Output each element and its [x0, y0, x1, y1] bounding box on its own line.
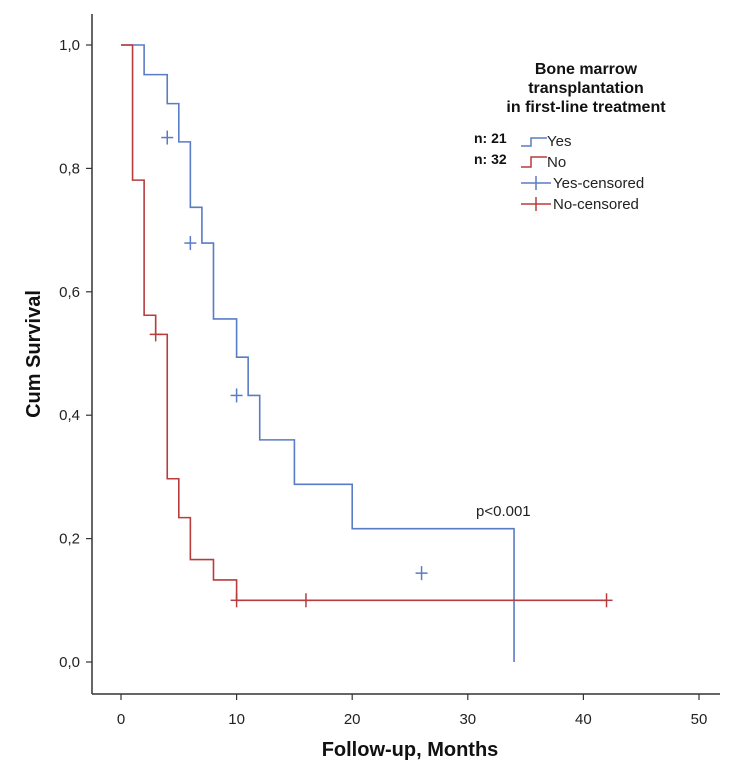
censor-mark-yes-0: [161, 130, 174, 145]
legend-label-no-censored: No-censored: [553, 196, 639, 213]
y-axis-title: Cum Survival: [23, 290, 45, 418]
axis-ticks: 0 10 20 30 40 50 0,0 0,2 0,4 0,6 0,8 1,0: [59, 37, 707, 728]
legend-label-no: No: [547, 154, 566, 171]
censor-mark-yes-2: [230, 388, 243, 403]
legend-marker-yes-censored: [521, 176, 551, 190]
x-tick-label-1: 10: [228, 711, 245, 728]
series-line-no: [121, 44, 607, 602]
y-tick-label-2: 0,4: [59, 407, 80, 424]
legend-title-line-1: Bone marrow: [535, 61, 638, 78]
legend-n-yes: n: 21: [474, 130, 507, 146]
censor-mark-no-3: [600, 593, 613, 608]
legend-line-no: [521, 156, 547, 168]
series-layer: [121, 44, 613, 662]
y-tick-label-1: 0,2: [59, 531, 80, 548]
plot-area: [91, 14, 720, 695]
p-value-annotation: p<0.001: [476, 503, 531, 520]
x-tick-label-0: 0: [117, 711, 125, 728]
y-tick-label-3: 0,6: [59, 284, 80, 301]
y-tick-label-0: 0,0: [59, 654, 80, 671]
legend-marker-no-censored: [521, 197, 551, 211]
legend-line-yes: [521, 137, 547, 147]
censor-mark-yes-3: [415, 566, 428, 581]
legend-title-line-3: in first-line treatment: [506, 99, 666, 116]
legend-n-no: n: 32: [474, 151, 507, 167]
x-tick-label-5: 50: [691, 711, 708, 728]
legend-label-yes-censored: Yes-censored: [553, 175, 644, 192]
x-tick-label-4: 40: [575, 711, 592, 728]
y-tick-label-4: 0,8: [59, 160, 80, 177]
x-tick-label-3: 30: [459, 711, 476, 728]
censor-mark-no-0: [149, 327, 162, 342]
x-axis-title: Follow-up, Months: [322, 739, 499, 761]
censor-mark-yes-1: [184, 236, 197, 251]
series-line-yes: [121, 44, 515, 662]
censor-mark-no-2: [299, 593, 312, 608]
legend-label-yes: Yes: [547, 133, 571, 150]
legend: Bone marrow transplantation in first-lin…: [474, 61, 666, 213]
censor-mark-no-1: [230, 593, 243, 608]
legend-title-line-2: transplantation: [528, 80, 644, 97]
y-tick-label-5: 1,0: [59, 37, 80, 54]
x-tick-label-2: 20: [344, 711, 361, 728]
